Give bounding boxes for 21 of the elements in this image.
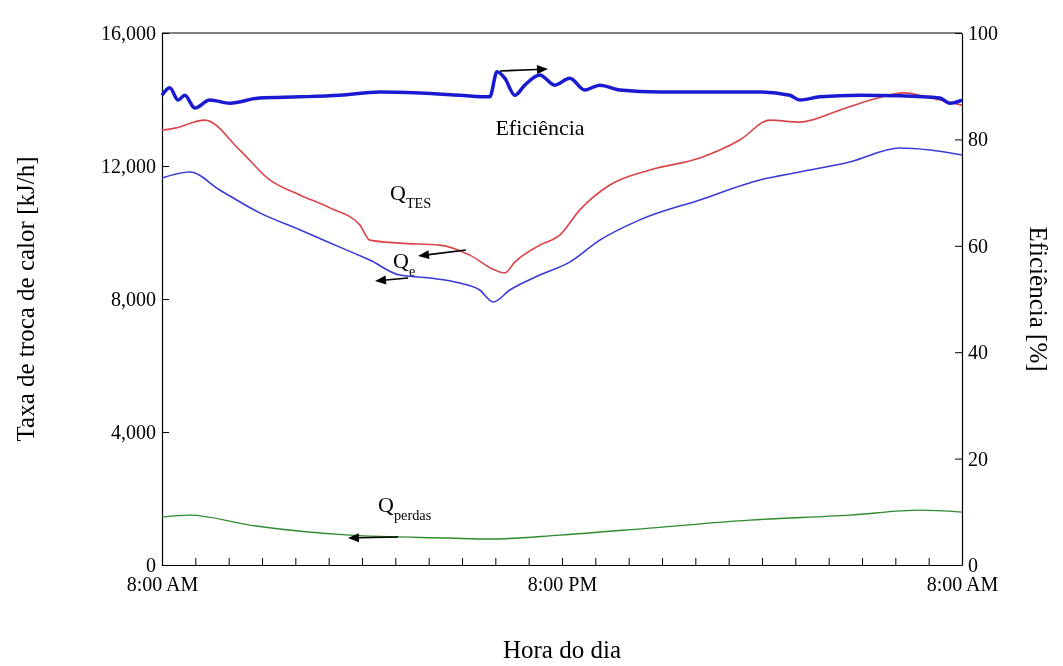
y-tick-label: 8,000 [111, 287, 156, 310]
y2-tick-label: 20 [968, 447, 988, 470]
series-label: Q$_{e}$ [393, 248, 416, 279]
series-label: Eficiência [495, 115, 585, 140]
y-tick-label: 16,000 [101, 21, 156, 44]
x-tick-label: 8:00 PM [527, 573, 598, 596]
y2-axis-title: Eficiência [%] [1025, 226, 1052, 372]
y2-tick-label: 60 [968, 234, 988, 257]
series-label: Q$_{TES}$ [390, 180, 432, 211]
y2-tick-label: 0 [968, 553, 978, 576]
y2-tick-label: 40 [968, 341, 988, 364]
series-label: Q$_{perdas}$ [378, 492, 432, 523]
y-axis-title: Taxa de troca de calor [kJ/h] [12, 156, 39, 442]
y-tick-label: 0 [146, 553, 156, 576]
x-tick-label: 8:00 AM [926, 573, 999, 596]
y2-tick-label: 80 [968, 128, 988, 151]
y-tick-label: 4,000 [111, 420, 156, 443]
y-tick-label: 12,000 [101, 154, 156, 177]
x-tick-label: 8:00 AM [126, 573, 199, 596]
x-axis-title: Hora do dia [502, 636, 622, 663]
y2-tick-label: 100 [968, 21, 998, 44]
